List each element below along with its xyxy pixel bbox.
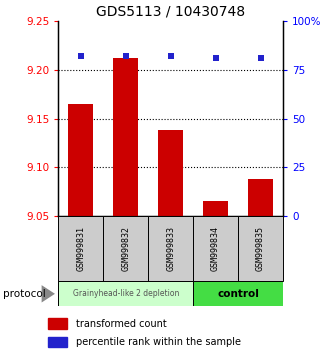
Bar (58, 281, 193, 306)
Text: transformed count: transformed count (76, 319, 167, 329)
Bar (58, 216, 103, 281)
Text: Grainyhead-like 2 depletion: Grainyhead-like 2 depletion (73, 289, 179, 298)
Point (78, 53, 83, 59)
Text: GSM999832: GSM999832 (121, 226, 130, 271)
Bar (48, 337, 67, 348)
Bar (193, 216, 238, 281)
Point (213, 55, 218, 61)
Bar (48, 319, 67, 329)
Text: GSM999835: GSM999835 (256, 226, 265, 271)
Text: protocol: protocol (3, 289, 46, 299)
Text: GSM999834: GSM999834 (211, 226, 220, 271)
Bar (113, 58, 138, 216)
Text: percentile rank within the sample: percentile rank within the sample (76, 337, 241, 347)
Text: GSM999833: GSM999833 (166, 226, 175, 271)
Bar (193, 281, 283, 306)
Title: GDS5113 / 10430748: GDS5113 / 10430748 (96, 5, 245, 19)
Point (168, 53, 173, 59)
Bar (68, 104, 93, 216)
Text: control: control (217, 289, 259, 299)
Point (258, 55, 263, 61)
Bar (238, 216, 283, 281)
Polygon shape (42, 285, 55, 302)
Text: GSM999831: GSM999831 (76, 226, 85, 271)
Bar (203, 201, 228, 216)
Bar (103, 216, 148, 281)
Bar (248, 179, 273, 216)
Bar (158, 130, 183, 216)
Bar (148, 216, 193, 281)
Point (123, 53, 129, 59)
